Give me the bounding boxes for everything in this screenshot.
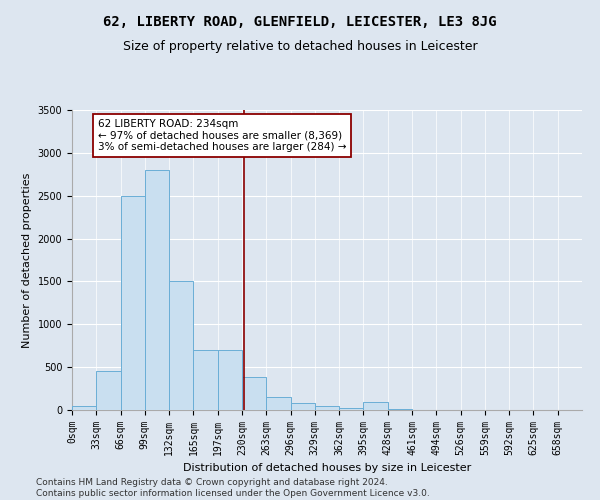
X-axis label: Distribution of detached houses by size in Leicester: Distribution of detached houses by size … (183, 464, 471, 473)
Bar (121, 196, 145, 410)
Bar (242, 378, 266, 410)
Bar (339, 408, 364, 410)
Text: Size of property relative to detached houses in Leicester: Size of property relative to detached ho… (122, 40, 478, 53)
Bar (96, 372, 121, 410)
Bar (266, 397, 290, 410)
Bar (145, 170, 169, 410)
Bar (364, 402, 388, 410)
Bar (315, 406, 339, 410)
Bar (169, 282, 193, 410)
Text: 62, LIBERTY ROAD, GLENFIELD, LEICESTER, LE3 8JG: 62, LIBERTY ROAD, GLENFIELD, LEICESTER, … (103, 15, 497, 29)
Bar (72, 406, 96, 410)
Text: 62 LIBERTY ROAD: 234sqm
← 97% of detached houses are smaller (8,369)
3% of semi-: 62 LIBERTY ROAD: 234sqm ← 97% of detache… (98, 119, 346, 152)
Text: Contains HM Land Registry data © Crown copyright and database right 2024.
Contai: Contains HM Land Registry data © Crown c… (36, 478, 430, 498)
Bar (218, 350, 242, 410)
Bar (290, 403, 315, 410)
Bar (388, 409, 412, 410)
Y-axis label: Number of detached properties: Number of detached properties (22, 172, 32, 348)
Bar (193, 350, 218, 410)
